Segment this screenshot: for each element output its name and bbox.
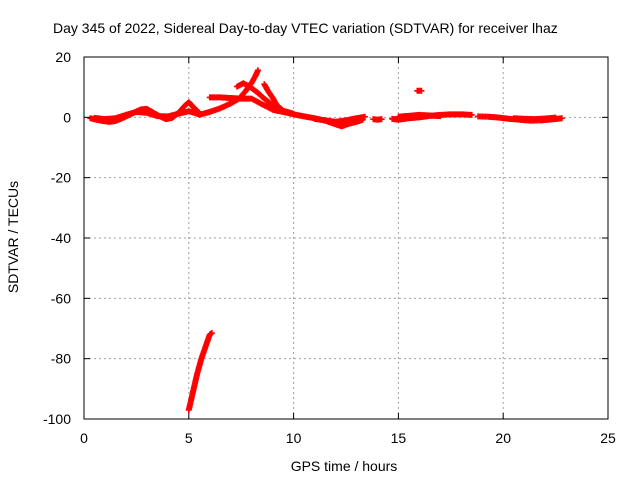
y-tick-label: -80 <box>51 351 71 367</box>
y-tick-label: 20 <box>55 49 71 65</box>
x-tick-label: 15 <box>391 430 407 446</box>
data-point <box>558 115 565 122</box>
data-point <box>378 116 385 123</box>
gridlines <box>84 57 608 419</box>
y-axis-title: SDTVAR / TECUs <box>5 181 21 293</box>
data-point <box>468 111 475 118</box>
x-axis-title: GPS time / hours <box>291 458 398 474</box>
y-tick-label: 0 <box>63 109 71 125</box>
data-point <box>254 67 261 74</box>
data-point <box>361 113 368 120</box>
y-tick-label: -40 <box>51 230 71 246</box>
x-tick-labels: 0 5 10 15 20 25 <box>80 430 616 446</box>
x-tick-label: 20 <box>495 430 511 446</box>
data-point <box>208 330 215 337</box>
y-tick-label: -20 <box>51 170 71 186</box>
x-tick-label: 10 <box>286 430 302 446</box>
x-tick-label: 25 <box>600 430 616 446</box>
data-points <box>87 67 565 413</box>
x-tick-label: 0 <box>80 430 88 446</box>
y-tick-labels: 20 0 -20 -40 -60 -80 -100 <box>43 49 71 427</box>
y-tick-label: -60 <box>51 290 71 306</box>
chart-title: Day 345 of 2022, Sidereal Day-to-day VTE… <box>53 20 558 36</box>
x-tick-label: 5 <box>185 430 193 446</box>
y-tick-label: -100 <box>43 411 71 427</box>
data-point <box>437 113 444 120</box>
axis-ticks <box>83 56 609 420</box>
data-point <box>418 87 425 94</box>
data-point <box>552 114 559 121</box>
